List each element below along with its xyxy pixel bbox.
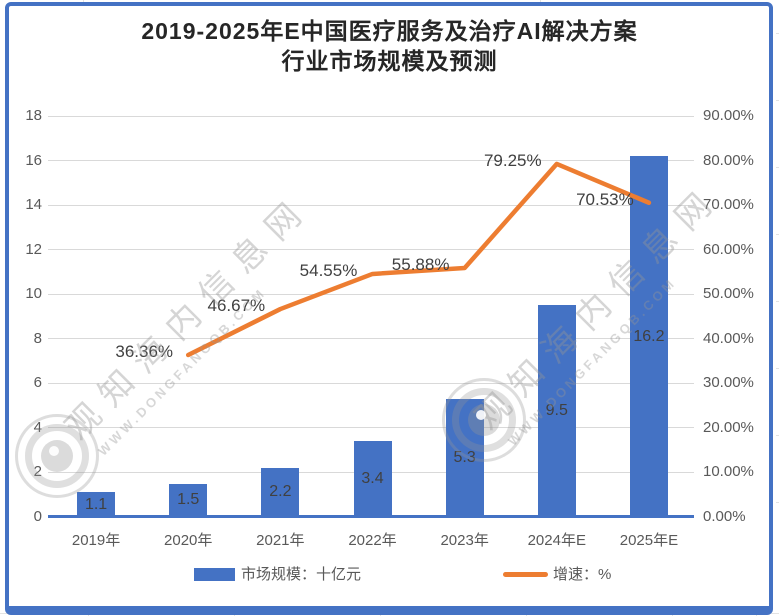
sheet-gridline — [88, 611, 89, 616]
bar — [353, 441, 392, 517]
chart-title-line1: 2019-2025年E中国医疗服务及治疗AI解决方案 — [141, 18, 638, 44]
x-axis-label: 2019年 — [71, 532, 121, 549]
gridline — [48, 160, 694, 162]
bar — [77, 492, 116, 517]
gridline — [48, 338, 694, 340]
left-axis-tick: 10 — [25, 285, 42, 303]
line-value-label: 70.53% — [576, 189, 634, 209]
right-axis-tick: 60.00% — [703, 240, 754, 258]
gridline — [48, 382, 694, 384]
right-axis-tick: 50.00% — [703, 285, 754, 303]
legend-line-label: 增速：% — [553, 566, 612, 583]
right-axis-tick: 40.00% — [703, 329, 754, 347]
sheet-gridline — [83, 0, 84, 3]
watermark-text: 观知海内信息网 — [468, 177, 728, 438]
sheet-gridline — [776, 368, 779, 369]
legend-line-swatch — [503, 572, 548, 577]
right-axis-tick: 30.00% — [703, 374, 754, 392]
gridline — [48, 249, 694, 251]
right-axis-tick: 20.00% — [703, 418, 754, 436]
bar-value-label: 9.5 — [545, 402, 568, 420]
line-value-label: 55.88% — [391, 255, 450, 275]
sheet-gridline — [0, 613, 779, 614]
left-axis-tick: 8 — [33, 329, 42, 347]
bar — [261, 467, 300, 517]
right-axis-tick: 10.00% — [703, 463, 754, 481]
left-axis-tick: 6 — [33, 374, 42, 392]
line-value-label: 36.36% — [115, 341, 174, 361]
sheet-gridline — [380, 611, 381, 616]
sheet-gridline — [672, 611, 673, 616]
right-axis-tick: 0.00% — [703, 508, 746, 525]
bar-value-label: 16.2 — [633, 327, 665, 345]
sheet-gridline — [776, 234, 779, 235]
x-axis-label: 2022年 — [348, 532, 397, 549]
bar-value-label: 3.4 — [361, 470, 384, 488]
x-axis-label: 2020年 — [164, 532, 213, 549]
left-axis-tick: 16 — [25, 151, 42, 169]
watermark-text: 观知海内信息网 — [58, 187, 318, 448]
sheet-gridline — [526, 611, 527, 616]
right-axis-tick: 70.00% — [703, 196, 754, 214]
watermark-logo-ball — [41, 440, 73, 472]
sheet-gridline — [776, 502, 779, 503]
sheet-gridline — [776, 33, 779, 34]
line-value-label: 46.67% — [207, 296, 266, 316]
bar-value-label: 5.3 — [453, 448, 476, 466]
gridline — [48, 427, 694, 429]
sheet-gridline — [776, 100, 779, 101]
x-axis-line — [48, 515, 694, 518]
bar-value-label: 2.2 — [269, 483, 292, 501]
x-axis-label: 2025年E — [619, 532, 679, 549]
legend-bar-label: 市场规模：十亿元 — [241, 566, 362, 583]
left-axis-tick: 12 — [25, 240, 42, 258]
right-axis-tick: 90.00% — [703, 107, 754, 124]
sheet-gridline — [756, 611, 757, 616]
gridline — [48, 115, 694, 117]
x-axis-label: 2024年E — [527, 532, 586, 549]
left-axis-tick: 0 — [33, 508, 42, 525]
sheet-gridline — [234, 611, 235, 616]
x-axis-label: 2023年 — [440, 532, 489, 549]
left-axis-tick: 4 — [33, 418, 42, 436]
bar — [169, 483, 208, 517]
sheet-gridline — [776, 301, 779, 302]
right-axis-tick: 80.00% — [703, 151, 754, 169]
line-value-label: 79.25% — [483, 150, 542, 170]
left-axis-tick: 2 — [33, 463, 42, 481]
sheet-gridline — [540, 0, 541, 3]
chart-title: 2019-2025年E中国医疗服务及治疗AI解决方案 行业市场规模及预测 — [10, 16, 769, 76]
sheet-gridline — [776, 435, 779, 436]
chart-title-line2: 行业市场规模及预测 — [281, 48, 498, 74]
sheet-gridline — [776, 167, 779, 168]
left-axis-tick: 14 — [25, 196, 42, 214]
left-axis-tick: 18 — [25, 107, 42, 124]
bar-value-label: 1.1 — [84, 495, 108, 513]
line-value-label: 54.55% — [299, 260, 358, 280]
bar-value-label: 1.5 — [177, 491, 200, 509]
legend-bar-swatch — [194, 568, 235, 581]
x-axis-label: 2021年 — [256, 532, 305, 549]
watermark-logo-highlight — [49, 446, 59, 456]
gridline — [48, 293, 694, 295]
